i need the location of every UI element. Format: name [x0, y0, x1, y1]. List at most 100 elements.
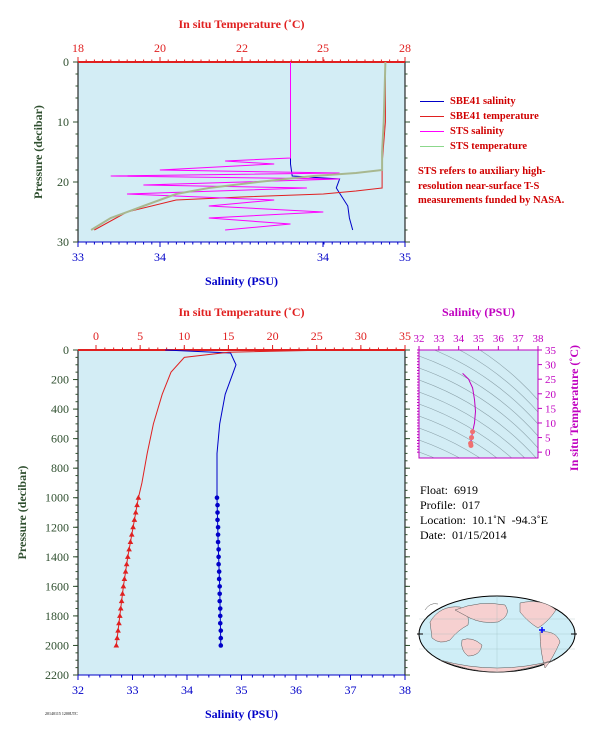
- top-temp-tick-label: 22: [236, 41, 248, 55]
- float-id: Float: 6919: [420, 483, 479, 497]
- bottom-sal-tick-label: 34: [181, 683, 193, 697]
- temperature-bottle-marker: [117, 605, 124, 611]
- map-coast-fragment: [424, 603, 439, 611]
- inset-ts-marker: [469, 435, 475, 441]
- inset-y-tick-label: 35: [545, 345, 557, 357]
- inset-x-tick-label: 34: [453, 333, 465, 345]
- temperature-bottle-marker: [123, 561, 130, 567]
- inset-y-tick-label: 5: [545, 433, 551, 445]
- bottom-pres-tick-label: 1200: [45, 520, 69, 534]
- bottom-temp-tick-label: 0: [93, 329, 99, 343]
- map-continent-asia: [454, 603, 508, 623]
- top-pres-tick-label: 0: [63, 55, 69, 69]
- bottom-series-temperature: [115, 349, 332, 646]
- temperature-bottle-marker: [130, 524, 136, 530]
- top-temp-tick-label: 18: [72, 41, 84, 55]
- bottom-pres-tick-label: 1000: [45, 491, 69, 505]
- map-continent-south-america: [539, 631, 561, 669]
- inset-y-tick-label: 10: [545, 418, 557, 430]
- temperature-bottle-marker: [118, 598, 125, 604]
- top-sal-tick-label: 35: [399, 250, 411, 264]
- legend-label: SBE41 temperature: [450, 111, 539, 122]
- inset-y-tick-label: 0: [545, 447, 551, 459]
- bottom-sal-tick-label: 38: [399, 683, 411, 697]
- temperature-bottle-marker: [131, 516, 138, 522]
- bottom-temp-tick-label: 35: [399, 329, 411, 343]
- top-pres-tick-label: 30: [57, 235, 69, 249]
- top-series-sbe41-temperature: [94, 62, 386, 231]
- legend-item-sts-salinity: STS salinity: [420, 124, 539, 139]
- map-continent-north-america: [519, 601, 557, 629]
- top-sal-axis-title: Salinity (PSU): [205, 274, 278, 288]
- bottom-temp-tick-label: 10: [178, 329, 190, 343]
- bottom-pres-axis-title: Pressure (decibar): [15, 466, 29, 560]
- salinity-bottle-marker: [218, 628, 224, 633]
- location: Location: 10.1˚N -94.3˚E: [420, 513, 548, 527]
- salinity-bottle-marker: [216, 576, 222, 582]
- temperature-bottle-marker: [128, 531, 135, 537]
- bottom-temp-tick-label: 20: [267, 329, 279, 343]
- salinity-bottle-marker: [215, 510, 220, 515]
- top-series-sts-salinity: [110, 62, 340, 231]
- legend-swatch: [420, 131, 444, 132]
- temperature-bottle-marker: [120, 583, 127, 589]
- top-pres-tick-label: 10: [57, 115, 69, 129]
- temperature-bottle-marker: [115, 627, 121, 633]
- top-plot-area: [77, 61, 406, 243]
- bottom-pres-tick-label: 2200: [45, 668, 69, 682]
- inset-x-tick-label: 38: [533, 333, 545, 345]
- temperature-bottle-marker: [126, 546, 132, 552]
- inset-x-tick-label: 36: [493, 333, 505, 345]
- float-info: Float: 6919 Profile: 017 Location: 10.1˚…: [420, 483, 548, 543]
- temperature-bottle-marker: [122, 568, 129, 574]
- inset-ts-curve: [462, 373, 477, 446]
- salinity-bottle-marker: [217, 584, 222, 589]
- bottom-pres-tick-label: 0: [63, 343, 69, 357]
- bottom-sal-tick-label: 37: [345, 683, 357, 697]
- bottom-sal-tick-label: 32: [72, 683, 84, 697]
- salinity-bottle-marker: [216, 569, 222, 574]
- inset-density-contour: [418, 355, 539, 437]
- temperature-bottle-marker: [134, 502, 140, 508]
- profile-number: Profile: 017: [420, 498, 480, 512]
- bottom-pres-tick-label: 800: [51, 461, 69, 475]
- salinity-bottle-marker: [215, 539, 221, 545]
- legend-swatch: [420, 146, 444, 147]
- temperature-bottle-marker: [113, 642, 120, 648]
- date: Date: 01/15/2014: [420, 528, 507, 542]
- top-temp-tick-label: 28: [399, 41, 411, 55]
- bottom-temp-axis-title: In situ Temperature (˚C): [178, 305, 304, 319]
- float-location-marker: [539, 627, 545, 633]
- inset-title: Salinity (PSU): [442, 305, 515, 319]
- salinity-bottle-marker: [216, 554, 221, 560]
- inset-x-tick-label: 32: [414, 333, 425, 345]
- salinity-bottle-marker: [215, 517, 220, 523]
- salinity-bottle-marker: [218, 635, 224, 641]
- inset-x-tick-label: 33: [433, 333, 445, 345]
- bottom-temp-tick-label: 30: [355, 329, 367, 343]
- salinity-bottle-marker: [218, 643, 224, 648]
- inset-y-tick-label: 25: [545, 374, 557, 386]
- map-continent-antarctica: [439, 659, 556, 673]
- inset-mask-top: [417, 290, 540, 350]
- salinity-bottle-marker: [215, 502, 220, 508]
- inset-x-tick-label: 37: [513, 333, 525, 345]
- bottom-sal-axis-title: Salinity (PSU): [205, 707, 278, 721]
- bottom-sal-tick-label: 35: [236, 683, 248, 697]
- inset-x-tick-label: 35: [473, 333, 485, 345]
- top-temp-tick-label: 20: [154, 41, 166, 55]
- inset-density-contour: [418, 379, 539, 461]
- inset-ylabel: In situ Temperature (˚C): [567, 345, 581, 471]
- sts-note: STS refers to auxiliary high-resolution …: [418, 166, 565, 206]
- temperature-bottle-marker: [116, 620, 122, 626]
- bottom-plot-area: [77, 349, 406, 676]
- bottom-temp-tick-label: 15: [222, 329, 234, 343]
- bottom-sal-tick-label: 36: [290, 683, 302, 697]
- legend-label: STS temperature: [450, 141, 528, 152]
- bottom-temp-tick-label: 5: [137, 329, 143, 343]
- temperature-bottle-marker: [135, 494, 142, 500]
- legend-label: SBE41 salinity: [450, 96, 516, 107]
- bottom-pres-tick-label: 200: [51, 373, 69, 387]
- top-series-sts-temperature: [90, 61, 387, 231]
